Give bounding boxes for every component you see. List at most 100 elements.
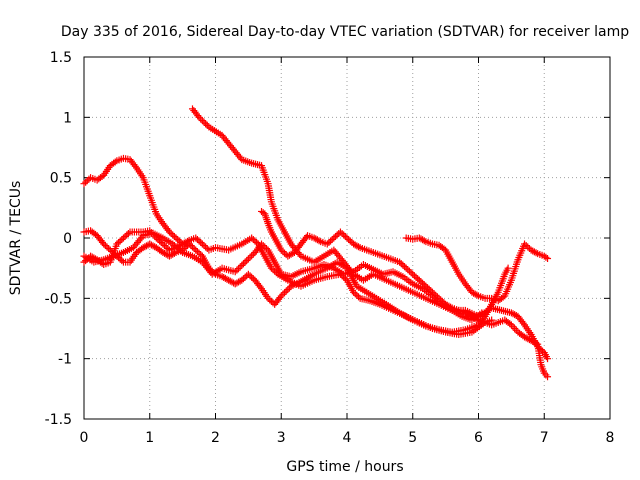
data-point <box>113 240 121 248</box>
data-point <box>410 272 418 280</box>
data-point <box>402 264 410 272</box>
y-axis-label: SDTVAR / TECUs <box>8 181 24 296</box>
data-point <box>248 273 256 281</box>
data-point <box>105 245 113 253</box>
data-point <box>478 309 486 317</box>
data-point <box>340 231 348 239</box>
data-point <box>409 270 417 278</box>
data-point <box>85 175 93 183</box>
y-tick-label: -1.5 <box>45 412 72 428</box>
data-point <box>187 242 195 250</box>
data-point <box>246 253 254 261</box>
data-point <box>118 236 126 244</box>
data-point <box>258 240 266 248</box>
data-point <box>264 294 272 302</box>
data-point <box>355 243 363 251</box>
data-point <box>355 293 363 301</box>
data-point <box>251 237 259 245</box>
data-point <box>124 229 132 237</box>
data-series-arc-6 <box>258 207 552 381</box>
data-point <box>351 290 359 298</box>
data-point <box>103 243 111 251</box>
y-tick-label: 1 <box>63 110 72 126</box>
data-point <box>164 226 172 234</box>
y-tick-label: 1.5 <box>50 50 72 66</box>
data-point <box>123 231 131 239</box>
data-point <box>111 158 119 166</box>
data-point <box>338 229 346 237</box>
data-point <box>544 255 552 263</box>
data-series-arc-7 <box>402 234 552 305</box>
data-point <box>428 288 436 296</box>
data-point <box>404 266 412 274</box>
x-tick-label: 6 <box>474 430 483 446</box>
data-point <box>239 260 247 268</box>
data-point <box>98 238 106 246</box>
data-point <box>336 228 344 236</box>
data-point <box>170 232 178 240</box>
data-point <box>197 239 205 247</box>
data-point <box>399 261 407 269</box>
data-point <box>328 236 336 244</box>
data-point <box>433 293 441 301</box>
data-point <box>473 291 481 299</box>
data-point <box>172 234 180 242</box>
data-point <box>244 255 252 263</box>
data-point <box>522 242 530 250</box>
x-tick-label: 2 <box>211 430 220 446</box>
data-point <box>267 264 275 272</box>
data-point <box>405 267 413 275</box>
data-point <box>521 240 529 248</box>
x-tick-label: 4 <box>343 430 352 446</box>
data-point <box>195 113 203 121</box>
data-point <box>121 232 129 240</box>
data-point <box>195 249 203 257</box>
data-point <box>193 236 201 244</box>
data-point <box>236 263 244 271</box>
data-point <box>248 234 256 242</box>
data-point <box>253 239 261 247</box>
data-point <box>343 234 351 242</box>
data-point <box>197 251 205 259</box>
data-point <box>194 112 202 120</box>
data-point <box>261 243 269 251</box>
data-point <box>118 257 126 265</box>
x-tick-label: 3 <box>277 430 286 446</box>
data-point <box>161 242 169 250</box>
data-point <box>323 240 331 248</box>
data-point <box>519 319 527 327</box>
data-point <box>190 245 198 253</box>
data-point <box>119 234 127 242</box>
x-tick-label: 8 <box>606 430 615 446</box>
data-point <box>419 279 427 287</box>
data-point <box>249 275 257 283</box>
data-point <box>420 281 428 289</box>
data-point <box>447 303 455 311</box>
y-tick-label: -0.5 <box>45 291 72 307</box>
data-point <box>279 290 287 298</box>
data-point <box>262 245 270 253</box>
data-point <box>420 237 428 245</box>
data-point <box>246 272 254 280</box>
data-point <box>532 249 540 257</box>
data-point <box>162 243 170 251</box>
data-point <box>425 285 433 293</box>
data-point <box>341 232 349 240</box>
data-point <box>80 258 88 266</box>
data-point <box>415 276 423 284</box>
data-point <box>422 282 430 290</box>
data-point <box>248 252 256 260</box>
x-tick-label: 0 <box>80 430 89 446</box>
data-point <box>197 115 205 123</box>
data-point <box>266 296 274 304</box>
data-point <box>198 240 206 248</box>
data-point <box>279 248 287 256</box>
data-point <box>345 236 353 244</box>
data-point <box>331 232 339 240</box>
data-point <box>116 255 124 263</box>
y-tick-label: -1 <box>58 352 72 368</box>
data-point <box>504 264 512 272</box>
data-point <box>259 242 267 250</box>
data-point <box>401 263 409 271</box>
